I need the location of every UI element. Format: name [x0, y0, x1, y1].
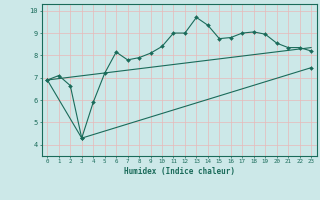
X-axis label: Humidex (Indice chaleur): Humidex (Indice chaleur) [124, 167, 235, 176]
